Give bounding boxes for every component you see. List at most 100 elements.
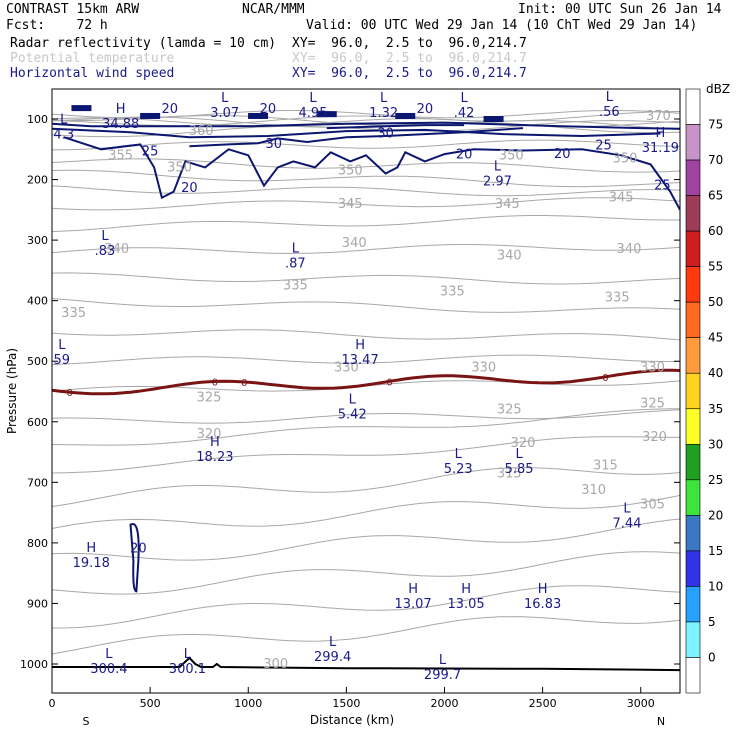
colorbar-swatch xyxy=(685,586,701,623)
theta-contour xyxy=(52,244,680,254)
x-axis-title: Distance (km) xyxy=(310,713,394,727)
extremum-value: 5.23 xyxy=(444,462,473,477)
theta-label: 370 xyxy=(646,109,671,124)
extremum-value: 300.4 xyxy=(90,662,127,677)
colorbar-tick: 10 xyxy=(708,579,723,593)
wind-contour xyxy=(129,522,140,593)
extremum-value: 16.83 xyxy=(524,597,561,612)
y-tick-label: 800 xyxy=(27,537,48,550)
wind-contours xyxy=(52,105,680,593)
theta-contour xyxy=(52,436,680,474)
theta-label: 315 xyxy=(593,458,618,473)
extremum-marker: L xyxy=(380,91,388,106)
x-tick-label: 500 xyxy=(140,697,161,710)
colorbar-tick: 15 xyxy=(708,544,723,558)
colorbar-swatch xyxy=(685,657,701,694)
colorbar-swatch xyxy=(685,479,701,516)
freezing-level-line xyxy=(52,368,680,396)
theta-contour xyxy=(52,551,680,595)
y-tick-label: 200 xyxy=(27,174,48,187)
contour-labels: 355 360 350 350 350 350 345 345 345 340 340 340 340 3… xyxy=(53,90,679,683)
wind-speed-label: 20 xyxy=(417,102,434,117)
theta-label: 355 xyxy=(108,148,133,163)
model-title: CONTRAST 15km ARW xyxy=(6,2,140,17)
extremum-value: .42 xyxy=(454,106,475,121)
south-label: S xyxy=(83,715,90,728)
colorbar-tick: 70 xyxy=(708,153,723,167)
extremum-marker: H xyxy=(355,338,365,353)
x-tick-label: 2000 xyxy=(431,697,459,710)
theta-label: 320 xyxy=(197,427,222,442)
y-tick-label: 900 xyxy=(27,597,48,610)
forecast-hour: Fcst: 72 h xyxy=(6,18,108,33)
freezing-level-label: 0 xyxy=(602,373,608,384)
theta-label: 330 xyxy=(334,360,359,375)
wind-speed-label: 20 xyxy=(260,102,277,117)
theta-contour xyxy=(52,169,680,188)
extremum-marker: L xyxy=(349,393,357,408)
x-tick-label: 3000 xyxy=(627,697,655,710)
colorbar-tick: 30 xyxy=(708,437,723,451)
extremum-value: 4.95 xyxy=(299,106,328,121)
theta-label: 320 xyxy=(511,436,536,451)
theta-contour xyxy=(52,185,680,197)
wind-jet-core xyxy=(316,111,337,118)
x-tick-label: 1500 xyxy=(332,697,360,710)
colorbar-swatch xyxy=(685,230,701,267)
field-radar-name: Radar reflectivity (lamda = 10 cm) xyxy=(10,36,277,51)
y-tick-label: 600 xyxy=(27,416,48,429)
colorbar-swatch xyxy=(685,515,701,552)
freezing-level-label: 0 xyxy=(212,377,218,388)
theta-label: 345 xyxy=(609,191,634,206)
freezing-level: 0 0 0 0 0 xyxy=(52,368,680,399)
extremum-value: 5.42 xyxy=(338,408,367,423)
theta-label: 350 xyxy=(167,160,192,175)
wind-contour xyxy=(52,121,680,130)
wind-speed-label: 25 xyxy=(595,138,612,153)
extremum-value: 31.19 xyxy=(642,141,679,156)
extremum-marker: L xyxy=(494,160,502,175)
theta-label: 345 xyxy=(495,197,520,212)
theta-label: 340 xyxy=(617,242,642,257)
extremum-value: .87 xyxy=(285,256,306,271)
extremum-marker: L xyxy=(515,447,523,462)
colorbar-swatch xyxy=(685,159,701,196)
extremum-value: 4.3 xyxy=(53,127,74,142)
colorbar-units: dBZ xyxy=(706,82,730,96)
theta-label: 350 xyxy=(499,148,524,163)
theta-label: 335 xyxy=(283,279,308,294)
extremum-marker: L xyxy=(221,91,229,106)
extremum-value: 299.4 xyxy=(314,650,351,665)
wind-speed-label: 20 xyxy=(456,148,473,163)
extremum-value: .56 xyxy=(599,105,620,120)
theta-contour xyxy=(52,197,680,211)
extremum-marker: H xyxy=(86,541,96,556)
colorbar-tick: 5 xyxy=(708,615,716,629)
y-tick-label: 700 xyxy=(27,476,48,489)
init-time: Init: 00 UTC Sun 26 Jan 14 xyxy=(518,2,722,17)
theta-label: 340 xyxy=(497,248,522,263)
colorbar-swatch xyxy=(685,124,701,161)
wind-speed-label: 20 xyxy=(181,181,198,196)
colorbar-tick: 40 xyxy=(708,366,723,380)
colorbar-tick: 35 xyxy=(708,402,723,416)
extremum-marker: H xyxy=(116,102,126,117)
theta-contour xyxy=(52,158,680,173)
theta-label: 335 xyxy=(440,285,465,300)
organization: NCAR/MMM xyxy=(242,2,305,17)
theta-contour xyxy=(52,139,680,151)
theta-label: 350 xyxy=(338,163,363,178)
theta-label: 305 xyxy=(640,498,665,513)
extremum-value: .83 xyxy=(95,244,116,259)
extremum-value: 13.07 xyxy=(394,597,431,612)
wind-jet-core xyxy=(248,112,269,119)
extremum-marker: L xyxy=(105,647,113,662)
theta-label: 350 xyxy=(613,151,638,166)
theta-contour xyxy=(52,616,680,655)
terrain-surface xyxy=(52,656,680,672)
theta-label: 360 xyxy=(189,124,214,139)
colorbar-swatch xyxy=(685,550,701,587)
field-theta-xy: XY= 96.0, 2.5 to 96.0,214.7 xyxy=(292,51,527,66)
theta-contour xyxy=(52,409,680,424)
